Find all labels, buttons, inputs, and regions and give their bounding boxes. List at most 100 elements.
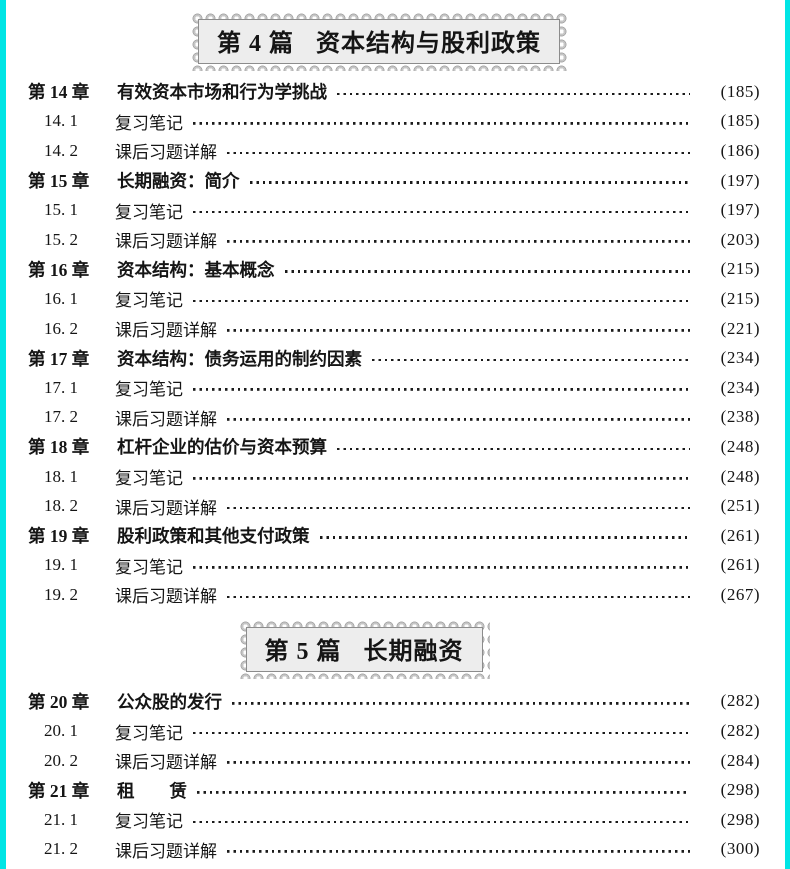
toc-row: 第 16 章 资本结构：基本概念 (215) xyxy=(28,255,760,285)
dot-leader xyxy=(227,240,690,244)
entry-label: 第 21 章 xyxy=(28,780,90,801)
entry-title: 租 赁 xyxy=(117,780,187,801)
entry-title: 课后习题详解 xyxy=(115,409,217,429)
toc-row: 第 20 章 公众股的发行 (282) xyxy=(28,687,760,717)
entry-title: 杠杆企业的估价与资本预算 xyxy=(117,437,327,458)
dot-leader xyxy=(337,92,690,96)
entry-title: 课后习题详解 xyxy=(115,498,217,518)
toc-row: 17. 1 复习笔记 (234) xyxy=(28,373,760,403)
entry-page: (203) xyxy=(720,229,760,249)
dot-leader xyxy=(193,731,690,735)
entry-page: (197) xyxy=(720,170,760,190)
entry-page: (185) xyxy=(720,111,760,131)
toc-row: 第 14 章 有效资本市场和行为学挑战 (185) xyxy=(28,77,760,107)
entry-label: 20. 1 xyxy=(44,721,78,741)
dot-leader xyxy=(193,210,690,214)
toc-row: 16. 1 复习笔记 (215) xyxy=(28,284,760,314)
toc-row: 16. 2 课后习题详解 (221) xyxy=(28,314,760,344)
entry-page: (261) xyxy=(720,525,760,545)
entry-title: 复习笔记 xyxy=(115,557,183,577)
entry-title: 课后习题详解 xyxy=(115,587,217,607)
section-badge-inner: 第 5 篇长期融资 xyxy=(245,626,483,672)
entry-page: (248) xyxy=(720,466,760,486)
entry-label: 18. 2 xyxy=(44,496,78,516)
section-badge: 第 5 篇长期融资 xyxy=(238,619,490,679)
entry-label: 15. 1 xyxy=(44,200,78,220)
dot-leader xyxy=(193,299,690,303)
entry-label: 第 15 章 xyxy=(28,171,90,192)
toc-row: 20. 1 复习笔记 (282) xyxy=(28,716,760,746)
toc-section: 第 5 篇长期融资 第 20 章 公众股的发行 (282) 20. 1 复习笔记… xyxy=(28,619,760,865)
entry-page: (238) xyxy=(720,407,760,427)
dot-leader xyxy=(227,595,690,599)
entry-label: 14. 2 xyxy=(44,140,78,160)
entry-page: (282) xyxy=(720,691,760,711)
entry-label: 20. 2 xyxy=(44,750,78,770)
section-badge-label: 第 4 篇 xyxy=(217,31,294,57)
entry-page: (298) xyxy=(720,780,760,800)
toc-row: 14. 1 复习笔记 (185) xyxy=(28,107,760,137)
dot-leader xyxy=(319,536,690,539)
entry-label: 第 19 章 xyxy=(28,526,90,547)
section-entries: 第 14 章 有效资本市场和行为学挑战 (185) 14. 1 复习笔记 (18… xyxy=(28,77,760,610)
dot-leader xyxy=(197,790,690,794)
section-entries: 第 20 章 公众股的发行 (282) 20. 1 复习笔记 (282) 20.… xyxy=(28,687,760,865)
dot-leader xyxy=(227,151,690,155)
entry-page: (300) xyxy=(720,839,760,859)
entry-label: 第 16 章 xyxy=(28,259,90,280)
toc-row: 15. 1 复习笔记 (197) xyxy=(28,195,760,225)
entry-page: (215) xyxy=(720,259,760,279)
entry-title: 课后习题详解 xyxy=(115,232,217,252)
entry-title: 复习笔记 xyxy=(115,113,183,133)
toc-row: 19. 2 课后习题详解 (267) xyxy=(28,580,760,610)
dot-leader xyxy=(193,820,690,824)
toc-row: 21. 2 课后习题详解 (300) xyxy=(28,835,760,865)
entry-label: 19. 2 xyxy=(44,584,78,604)
toc-row: 15. 2 课后习题详解 (203) xyxy=(28,225,760,255)
toc-row: 18. 2 课后习题详解 (251) xyxy=(28,491,760,521)
dot-leader xyxy=(284,270,690,273)
entry-page: (234) xyxy=(720,377,760,397)
entry-page: (251) xyxy=(720,496,760,516)
section-badge-title: 资本结构与股利政策 xyxy=(316,31,541,57)
entry-label: 18. 1 xyxy=(44,466,78,486)
dot-leader xyxy=(227,506,690,510)
toc-row: 第 21 章 租 赁 (298) xyxy=(28,775,760,805)
toc-row: 第 18 章 杠杆企业的估价与资本预算 (248) xyxy=(28,432,760,462)
entry-page: (284) xyxy=(720,750,760,770)
dot-leader xyxy=(227,850,690,853)
entry-page: (221) xyxy=(720,318,760,338)
entry-title: 复习笔记 xyxy=(115,380,183,400)
left-page-edge xyxy=(0,0,6,869)
section-badge-wrap: 第 5 篇长期融资 xyxy=(28,619,700,679)
entry-page: (248) xyxy=(720,436,760,456)
dot-leader xyxy=(372,358,690,362)
toc-row: 第 15 章 长期融资：简介 (197) xyxy=(28,166,760,196)
entry-page: (197) xyxy=(720,200,760,220)
entry-title: 公众股的发行 xyxy=(117,691,222,712)
entry-title: 复习笔记 xyxy=(115,723,183,743)
section-badge-inner: 第 4 篇资本结构与股利政策 xyxy=(198,19,560,64)
toc-section: 第 4 篇资本结构与股利政策 第 14 章 有效资本市场和行为学挑战 (185)… xyxy=(28,12,760,610)
entry-label: 21. 1 xyxy=(44,809,78,829)
entry-title: 股利政策和其他支付政策 xyxy=(117,526,310,547)
toc-row: 14. 2 课后习题详解 (186) xyxy=(28,136,760,166)
entry-label: 21. 2 xyxy=(44,839,78,859)
dot-leader xyxy=(337,447,690,451)
toc-row: 19. 1 复习笔记 (261) xyxy=(28,551,760,581)
entry-title: 资本结构：基本概念 xyxy=(117,259,275,280)
section-badge-wrap: 第 4 篇资本结构与股利政策 xyxy=(28,12,730,71)
entry-title: 资本结构：债务运用的制约因素 xyxy=(117,348,362,369)
dot-leader xyxy=(227,761,690,764)
dot-leader xyxy=(227,418,690,421)
entry-title: 课后习题详解 xyxy=(115,143,217,163)
section-badge-title: 长期融资 xyxy=(363,638,464,665)
entry-title: 复习笔记 xyxy=(115,202,183,222)
entry-page: (261) xyxy=(720,555,760,575)
entry-page: (215) xyxy=(720,288,760,308)
dot-leader xyxy=(193,566,690,569)
entry-title: 复习笔记 xyxy=(115,812,183,832)
right-page-edge xyxy=(785,0,790,869)
entry-page: (298) xyxy=(720,809,760,829)
